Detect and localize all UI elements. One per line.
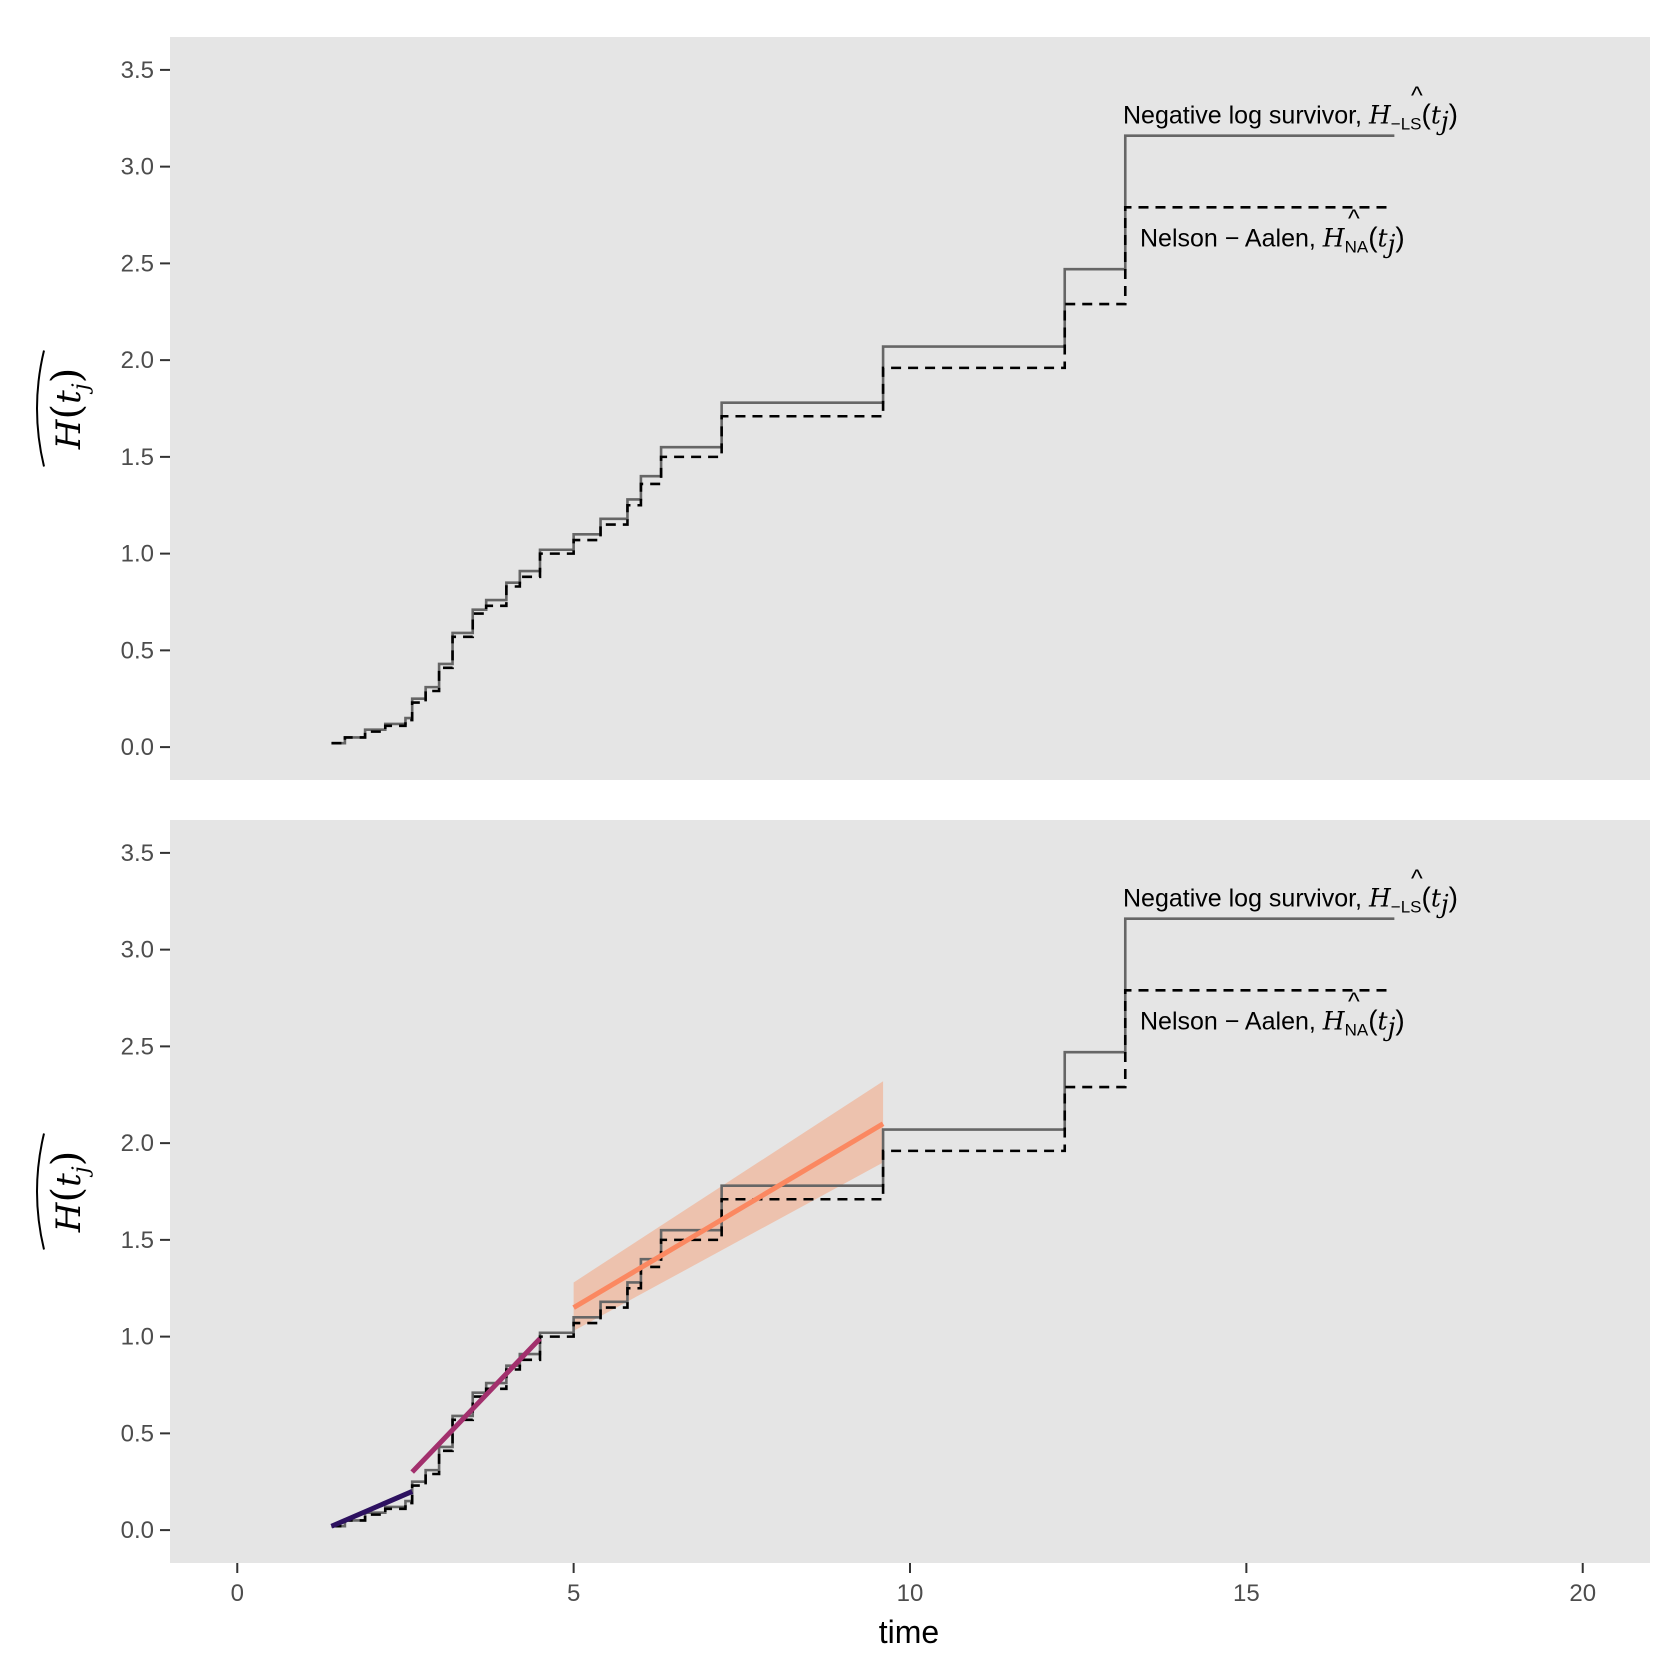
y-tick-label: 2.0 — [121, 347, 154, 374]
nls-symbol: H — [1368, 101, 1392, 130]
x-tick-label: 15 — [1233, 1580, 1260, 1607]
panel-background — [170, 820, 1650, 1563]
y-tick-label: 3.5 — [121, 57, 154, 84]
na-sub: NA — [1345, 237, 1369, 256]
na-label: Nelson − Aalen, — [1140, 1007, 1323, 1035]
na-paren-close: ) — [1395, 1004, 1404, 1035]
y-title-main: H — [49, 1201, 89, 1233]
na-paren-open: ( — [1368, 221, 1378, 252]
y-tick-label: 1.5 — [121, 444, 154, 471]
nls-label: Negative log survivor, — [1123, 885, 1369, 913]
x-tick-label: 10 — [897, 1580, 924, 1607]
na-symbol: H — [1322, 1006, 1346, 1035]
nls-annotation: Negative log survivor, H−LS(tj) — [1123, 882, 1458, 919]
x-tick-label: 20 — [1569, 1580, 1596, 1607]
na-symbol: H — [1322, 223, 1346, 252]
fit-line-segment-2 — [410, 1336, 542, 1474]
na-annotation: Nelson − Aalen, HNA(tj) — [1140, 1004, 1405, 1041]
panel-top: 0.0 0.5 1.0 1.5 2.0 2.5 3.0 3.5 H(tj) Negative lo… — [36, 37, 1650, 780]
panel-bottom: 0.0 0.5 1.0 1.5 2.0 2.5 3.0 3.5 H(tj) Negative lo… — [36, 820, 1650, 1563]
x-tick-label: 5 — [567, 1580, 580, 1607]
nls-paren-close: ) — [1449, 99, 1458, 130]
nls-annotation: Negative log survivor, H−LS(tj) — [1123, 99, 1458, 136]
nls-sub: −LS — [1391, 115, 1422, 134]
y-title-open: ( — [44, 404, 90, 420]
y-axis-title: H(tj) — [36, 350, 94, 467]
nls-t: t — [1431, 884, 1442, 913]
fit-line-segment-1 — [330, 1489, 414, 1529]
na-t: t — [1378, 1006, 1389, 1035]
y-title-open: ( — [44, 1187, 90, 1203]
y-title-hat — [36, 350, 45, 467]
nelson-aalen-line — [331, 205, 1388, 745]
y-title-t: t — [49, 390, 89, 404]
x-tick-label: 0 — [231, 1580, 244, 1607]
na-paren-close: ) — [1395, 221, 1404, 252]
na-hat: ^ — [1348, 987, 1360, 1015]
x-axis-title: time — [879, 1614, 939, 1650]
y-tick-label: 0.5 — [121, 637, 154, 664]
na-label: Nelson − Aalen, — [1140, 224, 1323, 252]
nls-hat: ^ — [1411, 82, 1423, 110]
y-title-close: ) — [44, 368, 90, 384]
na-t: t — [1378, 223, 1389, 252]
nls-label: Negative log survivor, — [1123, 102, 1369, 130]
y-tick-label: 0.0 — [121, 1517, 154, 1544]
na-hat: ^ — [1348, 204, 1360, 232]
na-paren-open: ( — [1368, 1004, 1378, 1035]
y-tick-label: 2.5 — [121, 1033, 154, 1060]
y-tick-label: 1.0 — [121, 541, 154, 568]
y-title-main: H — [49, 418, 89, 450]
panel-background — [170, 37, 1650, 780]
na-annotation: Nelson − Aalen, HNA(tj) — [1140, 221, 1405, 258]
negative-log-survivor-line — [331, 134, 1395, 745]
y-tick-label: 0.0 — [121, 734, 154, 761]
y-tick-label: 2.5 — [121, 250, 154, 277]
y-title-hat — [36, 1133, 45, 1250]
nls-hat: ^ — [1411, 865, 1423, 893]
y-axis-title-text: H(tj) — [44, 368, 94, 450]
nls-paren-open: ( — [1422, 99, 1432, 130]
y-axis-title-text: H(tj) — [44, 1151, 94, 1233]
y-tick-label: 2.0 — [121, 1130, 154, 1157]
y-tick-label: 3.5 — [121, 840, 154, 867]
y-axis-title: H(tj) — [36, 1133, 94, 1250]
na-sub: NA — [1345, 1020, 1369, 1039]
nls-symbol: H — [1368, 884, 1392, 913]
nelson-aalen-line — [331, 988, 1388, 1528]
y-tick-label: 3.0 — [121, 154, 154, 181]
nls-sub: −LS — [1391, 898, 1422, 917]
y-title-t: t — [49, 1173, 89, 1187]
y-tick-label: 1.0 — [121, 1324, 154, 1351]
nls-t: t — [1431, 101, 1442, 130]
nls-paren-open: ( — [1422, 882, 1432, 913]
x-axis: 0 5 10 15 20 — [231, 1563, 1596, 1607]
fit-ci-band — [573, 1081, 884, 1331]
y-title-close: ) — [44, 1151, 90, 1167]
y-tick-label: 1.5 — [121, 1227, 154, 1254]
y-tick-label: 0.5 — [121, 1420, 154, 1447]
y-tick-label: 3.0 — [121, 937, 154, 964]
nls-paren-close: ) — [1449, 882, 1458, 913]
fit-line-segment-3 — [572, 1121, 885, 1310]
